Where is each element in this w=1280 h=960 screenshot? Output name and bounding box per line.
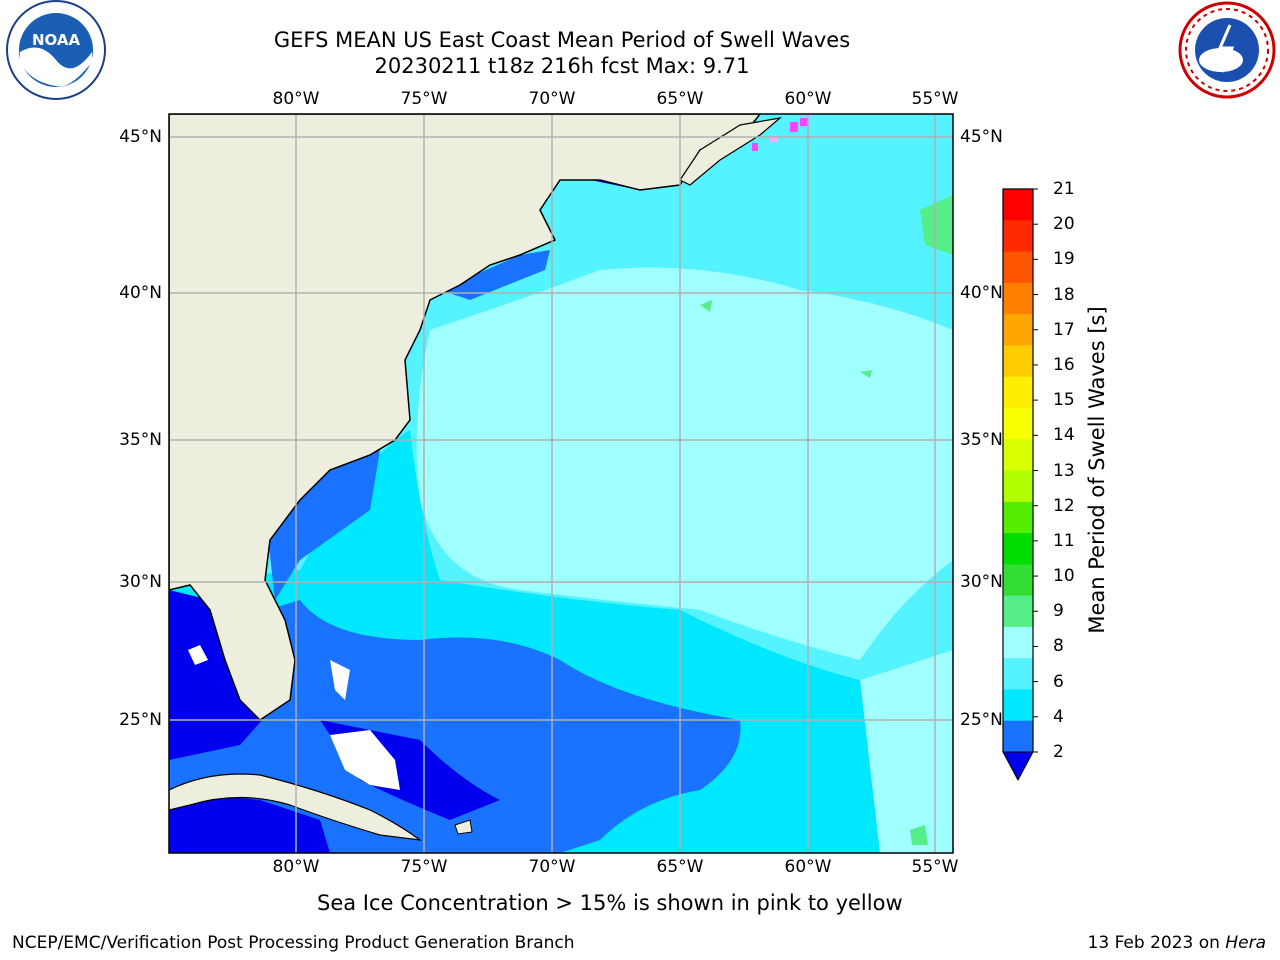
- lon-label-top: 65°W: [656, 89, 704, 109]
- colorbar-title: Mean Period of Swell Waves [s]: [1085, 306, 1109, 634]
- colorbar-segment: [1003, 314, 1033, 346]
- colorbar-segment: [1003, 220, 1033, 253]
- colorbar-extend-arrow: [1002, 751, 1034, 782]
- map-frame: [168, 113, 954, 854]
- footer-date-text: 13 Feb 2023 on: [1087, 933, 1226, 953]
- colorbar-tick-label: 8: [1053, 636, 1064, 657]
- colorbar-tick-label: 16: [1053, 354, 1075, 375]
- colorbar-tick-label: 13: [1053, 460, 1075, 481]
- lat-label-right: 30°N: [960, 572, 1003, 592]
- lat-label-right: 35°N: [960, 430, 1003, 450]
- lon-label-top: 60°W: [784, 89, 832, 109]
- colorbar-segment: [1003, 251, 1033, 284]
- colorbar-segment: [1003, 345, 1033, 378]
- lon-label-top: 70°W: [528, 89, 576, 109]
- lon-label-bottom: 70°W: [528, 857, 576, 877]
- lon-label-bottom: 55°W: [911, 857, 959, 877]
- colorbar-tick-label: 19: [1053, 249, 1075, 270]
- colorbar-tick-label: 15: [1053, 390, 1075, 411]
- lon-label-top: 80°W: [272, 89, 320, 109]
- lat-label-right: 45°N: [960, 127, 1003, 147]
- footer-date: 13 Feb 2023 on Hera: [1088, 933, 1266, 953]
- colorbar-segment: [1003, 533, 1033, 565]
- lat-label-left: 35°N: [119, 430, 162, 450]
- lat-label-left: 40°N: [119, 283, 162, 303]
- lon-label-bottom: 60°W: [784, 857, 832, 877]
- colorbar-tick-label: 18: [1053, 284, 1075, 305]
- colorbar-segment: [1003, 720, 1033, 753]
- colorbar-tick-label: 21: [1053, 179, 1075, 199]
- colorbar-segment: [1003, 189, 1033, 221]
- colorbar-segment: [1003, 626, 1033, 659]
- colorbar-tick-label: 11: [1053, 530, 1075, 551]
- lon-label-bottom: 75°W: [400, 857, 448, 877]
- colorbar-segment: [1003, 501, 1033, 534]
- lon-label-bottom: 65°W: [656, 857, 704, 877]
- colorbar-tick-label: 2: [1053, 742, 1064, 762]
- lat-label-left: 25°N: [119, 710, 162, 730]
- colorbar-tick-label: 12: [1053, 495, 1075, 516]
- nws-logo: [1178, 1, 1276, 99]
- colorbar-segment: [1003, 470, 1033, 503]
- lat-label-right: 25°N: [960, 710, 1003, 730]
- colorbar: [1002, 188, 1038, 782]
- lat-label-left: 45°N: [119, 127, 162, 147]
- colorbar-segment: [1003, 689, 1033, 722]
- colorbar-tick-label: 17: [1053, 319, 1075, 340]
- colorbar-tick-label: 4: [1053, 706, 1064, 727]
- chart-title: GEFS MEAN US East Coast Mean Period of S…: [273, 28, 851, 52]
- colorbar-segment: [1003, 564, 1033, 597]
- lon-label-bottom: 80°W: [272, 857, 320, 877]
- map-area: [169, 114, 953, 853]
- colorbar-segment: [1003, 439, 1033, 471]
- map-graticule: [169, 114, 953, 853]
- lon-label-top: 75°W: [400, 89, 448, 109]
- sea-ice-note: Sea Ice Concentration > 15% is shown in …: [317, 891, 903, 915]
- footer-machine: Hera: [1225, 933, 1266, 953]
- noaa-logo: NOAA: [6, 0, 106, 100]
- colorbar-segment: [1003, 282, 1033, 315]
- svg-text:NOAA: NOAA: [32, 31, 81, 49]
- colorbar-tick-label: 20: [1053, 214, 1075, 235]
- colorbar-segment: [1003, 658, 1033, 690]
- colorbar-tick-label: 10: [1053, 566, 1075, 587]
- colorbar-tick-label: 6: [1053, 671, 1064, 692]
- colorbar-segment: [1003, 595, 1033, 628]
- footer-credit: NCEP/EMC/Verification Post Processing Pr…: [12, 933, 575, 953]
- colorbar-tick-label: 14: [1053, 425, 1075, 446]
- chart-subtitle: 20230211 t18z 216h fcst Max: 9.71: [374, 54, 750, 78]
- colorbar-segment: [1003, 407, 1033, 440]
- lon-label-top: 55°W: [911, 89, 959, 109]
- colorbar-tick-label: 9: [1053, 601, 1064, 622]
- lat-label-right: 40°N: [960, 283, 1003, 303]
- lat-label-left: 30°N: [119, 572, 162, 592]
- colorbar-segment: [1003, 376, 1033, 409]
